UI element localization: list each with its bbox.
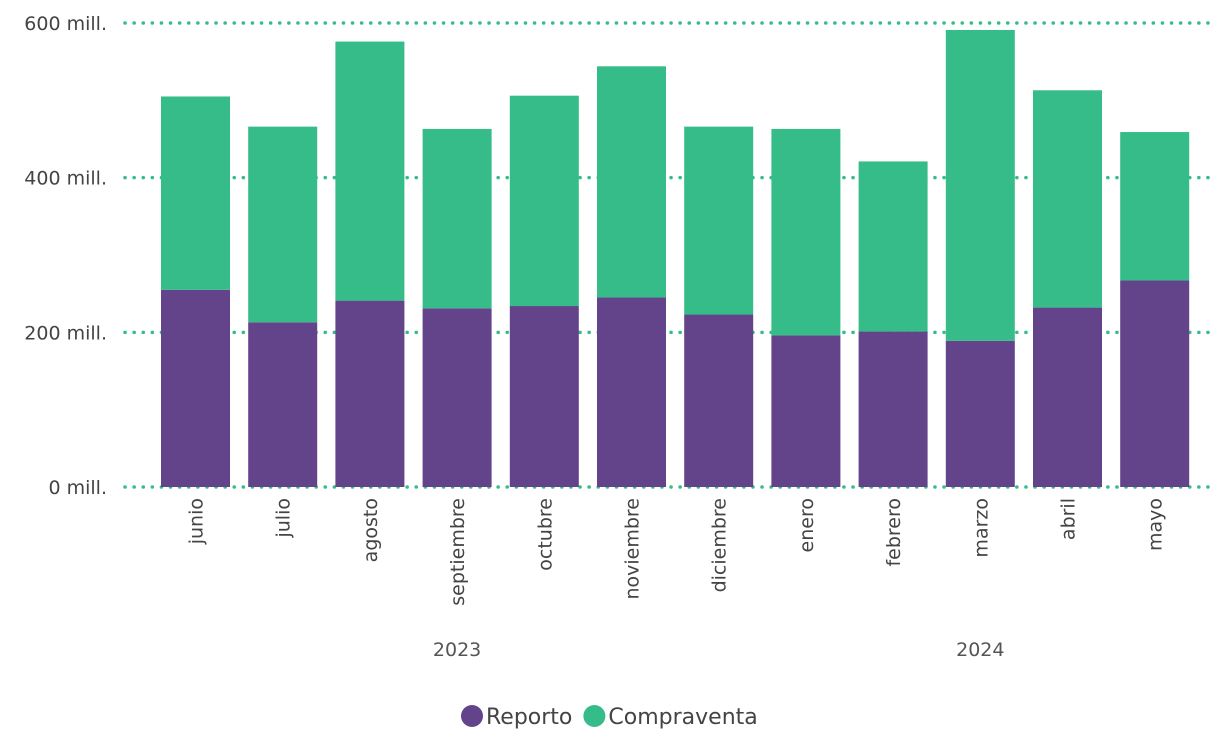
x-tick-label: diciembre <box>709 498 731 592</box>
x-tick-label: agosto <box>360 498 382 562</box>
bar-compraventa-octubre[interactable] <box>509 95 579 307</box>
bar-reporto-enero[interactable] <box>771 335 841 487</box>
x-tick-label: abril <box>1058 498 1080 540</box>
bar-reporto-septiembre[interactable] <box>422 308 492 487</box>
bar-reporto-noviembre[interactable] <box>597 297 666 487</box>
bar-reporto-junio[interactable] <box>161 289 230 487</box>
bar-compraventa-septiembre[interactable] <box>422 128 492 309</box>
y-tick-label: 200 mill. <box>24 322 107 344</box>
bar-compraventa-julio[interactable] <box>248 126 318 323</box>
bar-reporto-marzo[interactable] <box>945 340 1015 487</box>
legend-marker <box>461 705 483 727</box>
x-axis-category-labels: junio julio agosto septiembre octubre noviemb… <box>186 498 1167 606</box>
bar-reporto-mayo[interactable] <box>1120 280 1190 487</box>
y-tick-label: 600 mill. <box>24 13 107 35</box>
y-axis-tick-labels: 0 mill. 200 mill. 400 mill. 600 mill. <box>24 13 107 499</box>
x-tick-label: junio <box>186 498 208 545</box>
bar-compraventa-junio[interactable] <box>161 96 230 290</box>
year-label: 2023 <box>433 639 481 661</box>
x-axis-year-labels: 2023 2024 <box>433 639 1005 661</box>
legend-label: Compraventa <box>608 705 757 729</box>
x-tick-label: mayo <box>1145 498 1167 551</box>
year-label: 2024 <box>956 639 1004 661</box>
bar-reporto-febrero[interactable] <box>858 331 928 487</box>
bar-reporto-agosto[interactable] <box>335 300 405 487</box>
bar-compraventa-diciembre[interactable] <box>684 126 754 315</box>
x-tick-label: enero <box>796 498 818 552</box>
y-tick-label: 400 mill. <box>24 168 107 190</box>
x-tick-label: octubre <box>534 498 556 571</box>
bar-compraventa-febrero[interactable] <box>858 161 928 332</box>
bar-compraventa-noviembre[interactable] <box>597 66 666 298</box>
bar-compraventa-mayo[interactable] <box>1120 132 1190 281</box>
x-tick-label: julio <box>273 498 295 539</box>
legend[interactable]: Reporto Compraventa <box>461 705 758 729</box>
legend-item-reporto[interactable]: Reporto <box>461 705 572 729</box>
x-tick-label: septiembre <box>447 498 469 606</box>
y-tick-label: 0 mill. <box>48 477 107 499</box>
x-tick-label: noviembre <box>622 498 644 600</box>
bar-compraventa-abril[interactable] <box>1033 90 1102 308</box>
bar-compraventa-marzo[interactable] <box>945 29 1015 341</box>
legend-label: Reporto <box>486 705 572 729</box>
bar-reporto-abril[interactable] <box>1033 307 1102 487</box>
x-tick-label: febrero <box>883 498 905 567</box>
bar-reporto-octubre[interactable] <box>509 306 579 487</box>
legend-item-compraventa[interactable]: Compraventa <box>583 705 758 729</box>
bar-reporto-julio[interactable] <box>248 322 318 487</box>
bar-reporto-diciembre[interactable] <box>684 314 754 487</box>
bar-compraventa-agosto[interactable] <box>335 41 405 301</box>
x-tick-label: marzo <box>970 498 992 558</box>
bars <box>161 29 1190 487</box>
bar-compraventa-enero[interactable] <box>771 128 841 336</box>
legend-marker <box>583 705 606 727</box>
